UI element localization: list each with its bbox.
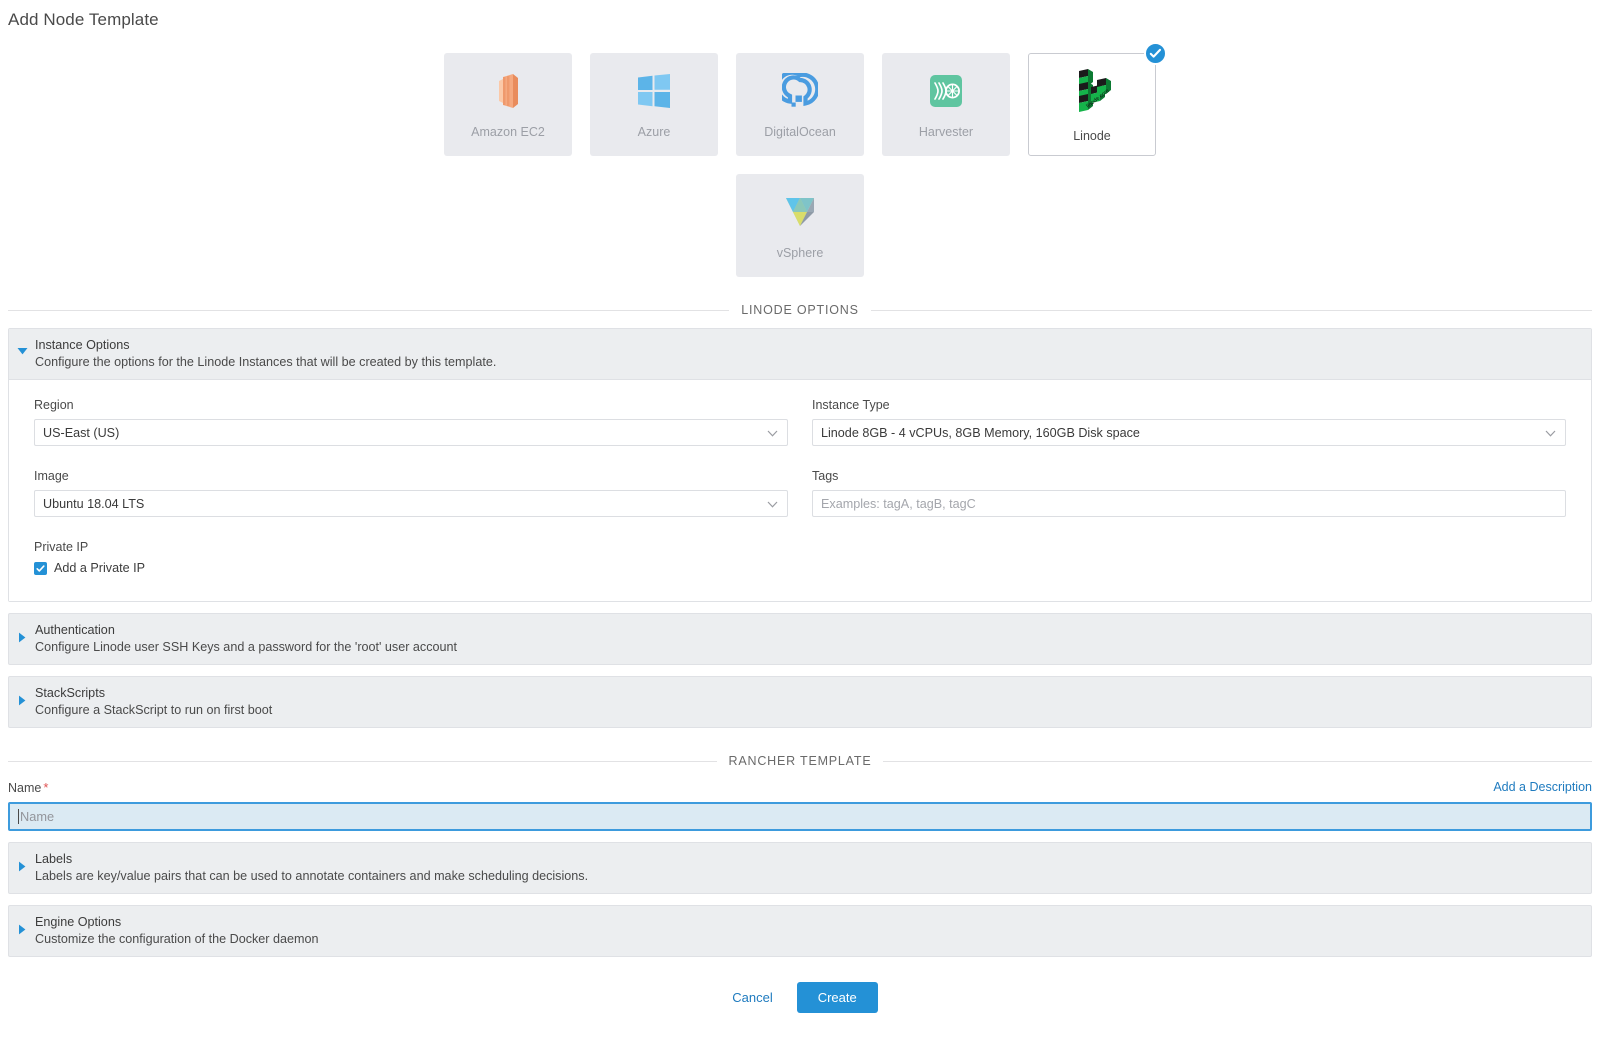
image-select-value: Ubuntu 18.04 LTS bbox=[43, 496, 145, 511]
image-select[interactable]: Ubuntu 18.04 LTS bbox=[34, 490, 788, 517]
region-select[interactable]: US-East (US) bbox=[34, 419, 788, 446]
instance-options-body: Region US-East (US) Instance Type Linode… bbox=[9, 380, 1591, 601]
field-region: Region US-East (US) bbox=[34, 398, 788, 446]
driver-card-harvester[interactable]: Harvester bbox=[882, 53, 1010, 156]
divider bbox=[8, 760, 717, 762]
private-ip-checkbox-row[interactable]: Add a Private IP bbox=[34, 561, 788, 575]
amazon-ec2-icon bbox=[488, 71, 528, 111]
name-field-label: Name * bbox=[8, 780, 48, 795]
driver-card-vsphere[interactable]: vSphere bbox=[736, 174, 864, 277]
region-select-value: US-East (US) bbox=[43, 425, 120, 440]
instance-type-select[interactable]: Linode 8GB - 4 vCPUs, 8GB Memory, 160GB … bbox=[812, 419, 1566, 446]
azure-icon bbox=[634, 71, 674, 111]
section-separator-linode-options: LINODE OPTIONS bbox=[8, 303, 1592, 317]
name-input-placeholder: Name bbox=[20, 809, 55, 824]
accordion-authentication: Authentication Configure Linode user SSH… bbox=[8, 613, 1592, 665]
accordion-title: Labels bbox=[35, 852, 73, 866]
accordion-subtitle: Customize the configuration of the Docke… bbox=[35, 932, 319, 946]
driver-selector: Amazon EC2 Azure bbox=[0, 42, 1600, 277]
digitalocean-icon bbox=[780, 71, 820, 111]
instance-type-select-value: Linode 8GB - 4 vCPUs, 8GB Memory, 160GB … bbox=[821, 425, 1140, 440]
field-label: Region bbox=[34, 398, 74, 412]
accordion-title: Engine Options bbox=[35, 915, 122, 929]
name-label-text: Name bbox=[8, 781, 42, 795]
field-instance-type: Instance Type Linode 8GB - 4 vCPUs, 8GB … bbox=[812, 398, 1566, 446]
form-row-region-instancetype: Region US-East (US) Instance Type Linode… bbox=[34, 398, 1566, 446]
create-button[interactable]: Create bbox=[796, 982, 878, 1013]
field-tags: Tags Examples: tagA, tagB, tagC bbox=[812, 469, 1566, 517]
triangle-right-icon[interactable] bbox=[9, 684, 35, 706]
triangle-right-icon[interactable] bbox=[9, 850, 35, 872]
divider bbox=[8, 309, 730, 311]
field-image: Image Ubuntu 18.04 LTS bbox=[34, 469, 788, 517]
name-field-block: Name * Add a Description Name bbox=[8, 780, 1592, 831]
vsphere-icon bbox=[780, 192, 820, 232]
accordion-stackscripts: StackScripts Configure a StackScript to … bbox=[8, 676, 1592, 728]
cancel-button[interactable]: Cancel bbox=[732, 990, 773, 1005]
required-marker: * bbox=[43, 780, 49, 795]
accordion-title: Instance Options bbox=[35, 338, 130, 352]
driver-card-label: Harvester bbox=[918, 124, 974, 139]
add-description-link[interactable]: Add a Description bbox=[1493, 780, 1592, 794]
driver-card-label: DigitalOcean bbox=[764, 124, 836, 139]
check-circle-icon bbox=[1144, 42, 1167, 65]
accordion-header-labels[interactable]: Labels Labels are key/value pairs that c… bbox=[9, 843, 1591, 893]
field-label: Image bbox=[34, 469, 69, 483]
accordion-subtitle: Labels are key/value pairs that can be u… bbox=[35, 869, 589, 883]
triangle-right-icon[interactable] bbox=[9, 621, 35, 643]
driver-card-label: vSphere bbox=[776, 245, 824, 260]
accordion-engine-options: Engine Options Customize the configurati… bbox=[8, 905, 1592, 957]
page-title: Add Node Template bbox=[8, 10, 159, 29]
form-row-private-ip: Private IP Add a Private IP bbox=[34, 540, 1566, 575]
field-spacer bbox=[812, 540, 1566, 575]
accordion-header-engine-options[interactable]: Engine Options Customize the configurati… bbox=[9, 906, 1591, 956]
name-field-header: Name * Add a Description bbox=[8, 780, 1592, 795]
text-caret bbox=[18, 809, 19, 824]
driver-card-label: Linode bbox=[1073, 128, 1111, 143]
private-ip-checkbox-label: Add a Private IP bbox=[54, 561, 146, 575]
name-input[interactable]: Name bbox=[8, 802, 1592, 831]
field-label: Instance Type bbox=[812, 398, 890, 412]
form-row-image-tags: Image Ubuntu 18.04 LTS Tags Examples: ta… bbox=[34, 469, 1566, 517]
section-caption: LINODE OPTIONS bbox=[741, 303, 859, 317]
form-footer: Cancel Create bbox=[0, 982, 1600, 1013]
divider bbox=[883, 760, 1593, 762]
accordion-title: Authentication bbox=[35, 623, 115, 637]
divider bbox=[870, 309, 1592, 311]
section-caption: RANCHER TEMPLATE bbox=[728, 754, 872, 768]
chevron-down-icon bbox=[1545, 426, 1556, 440]
accordion-header-stackscripts[interactable]: StackScripts Configure a StackScript to … bbox=[9, 677, 1591, 727]
triangle-right-icon[interactable] bbox=[9, 913, 35, 935]
accordion-header-instance-options[interactable]: Instance Options Configure the options f… bbox=[9, 329, 1591, 380]
accordion-title: StackScripts bbox=[35, 686, 105, 700]
accordion-subtitle: Configure the options for the Linode Ins… bbox=[35, 355, 497, 369]
triangle-down-icon[interactable] bbox=[9, 336, 35, 355]
chevron-down-icon bbox=[767, 426, 778, 440]
driver-card-azure[interactable]: Azure bbox=[590, 53, 718, 156]
driver-row-1: Amazon EC2 Azure bbox=[0, 42, 1600, 156]
driver-card-digitalocean[interactable]: DigitalOcean bbox=[736, 53, 864, 156]
harvester-icon bbox=[926, 71, 966, 111]
chevron-down-icon bbox=[767, 497, 778, 511]
section-separator-rancher-template: RANCHER TEMPLATE bbox=[8, 754, 1593, 768]
field-private-ip: Private IP Add a Private IP bbox=[34, 540, 788, 575]
driver-row-2: vSphere bbox=[0, 174, 1600, 277]
checkmark-icon[interactable] bbox=[34, 561, 47, 575]
accordion-subtitle: Configure Linode user SSH Keys and a pas… bbox=[35, 640, 458, 654]
tags-input-placeholder: Examples: tagA, tagB, tagC bbox=[821, 496, 976, 511]
linode-icon: linode.com bbox=[1065, 67, 1119, 115]
field-label: Tags bbox=[812, 469, 839, 483]
field-label: Private IP bbox=[34, 540, 89, 554]
accordion-instance-options: Instance Options Configure the options f… bbox=[8, 328, 1592, 602]
driver-card-amazonec2[interactable]: Amazon EC2 bbox=[444, 53, 572, 156]
accordion-labels: Labels Labels are key/value pairs that c… bbox=[8, 842, 1592, 894]
driver-card-label: Azure bbox=[637, 124, 671, 139]
driver-card-linode[interactable]: linode.com Linode bbox=[1028, 42, 1167, 156]
tags-input[interactable]: Examples: tagA, tagB, tagC bbox=[812, 490, 1566, 517]
driver-card-label: Amazon EC2 bbox=[471, 124, 545, 139]
accordion-header-authentication[interactable]: Authentication Configure Linode user SSH… bbox=[9, 614, 1591, 664]
accordion-subtitle: Configure a StackScript to run on first … bbox=[35, 703, 273, 717]
